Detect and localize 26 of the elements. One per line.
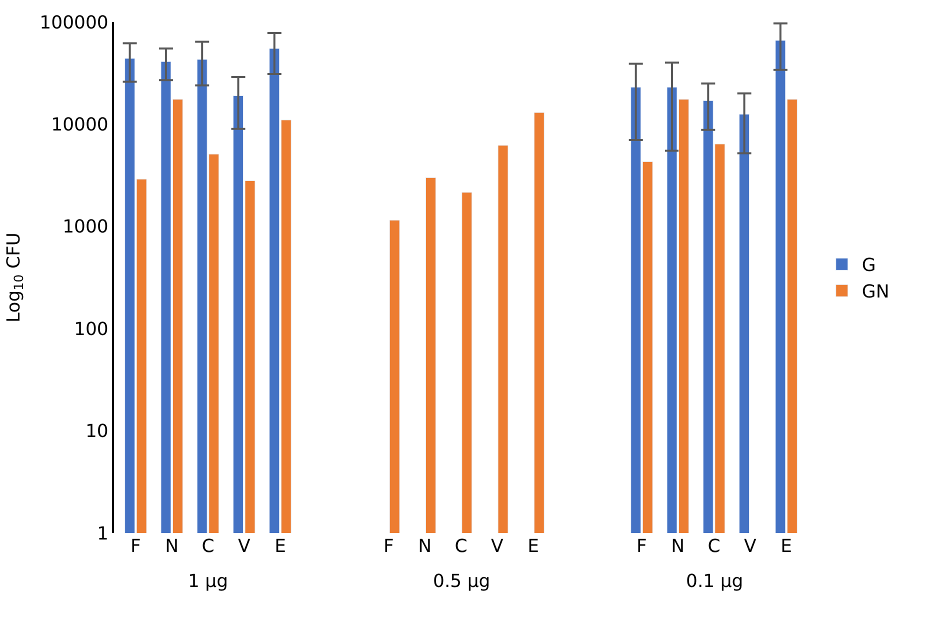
x-tick-label: C [202, 536, 214, 557]
x-tick-label: V [238, 536, 251, 557]
x-tick-label: E [528, 536, 539, 557]
y-tick-label: 1000 [62, 216, 108, 238]
x-tick-label: V [490, 536, 504, 557]
y-tick-label: 100 [74, 318, 108, 340]
text: 1 µg [188, 571, 228, 592]
text: 0.1 µg [686, 571, 744, 592]
x-tick-label: C [454, 536, 468, 557]
x-tick-label: V [744, 536, 758, 557]
legend-label: G [862, 255, 876, 276]
x-tick-label: E [780, 536, 792, 557]
x-tick-label: F [130, 536, 141, 557]
x-tick-label: F [636, 536, 647, 557]
text: 0.5 µg [433, 571, 490, 592]
x-tick-label: C [708, 536, 720, 557]
x-tick-label: F [384, 536, 394, 557]
y-tick-label: 10000 [51, 114, 108, 136]
x-tick-label: N [671, 536, 685, 557]
x-tick-label: E [274, 536, 286, 557]
y-tick-label: 10 [85, 421, 108, 442]
y-tick-label: 100000 [40, 12, 108, 34]
x-tick-label: N [418, 536, 432, 557]
y-tick-label: 1 [96, 523, 108, 544]
legend-label: GN [862, 282, 890, 303]
x-tick-label: N [165, 536, 179, 557]
